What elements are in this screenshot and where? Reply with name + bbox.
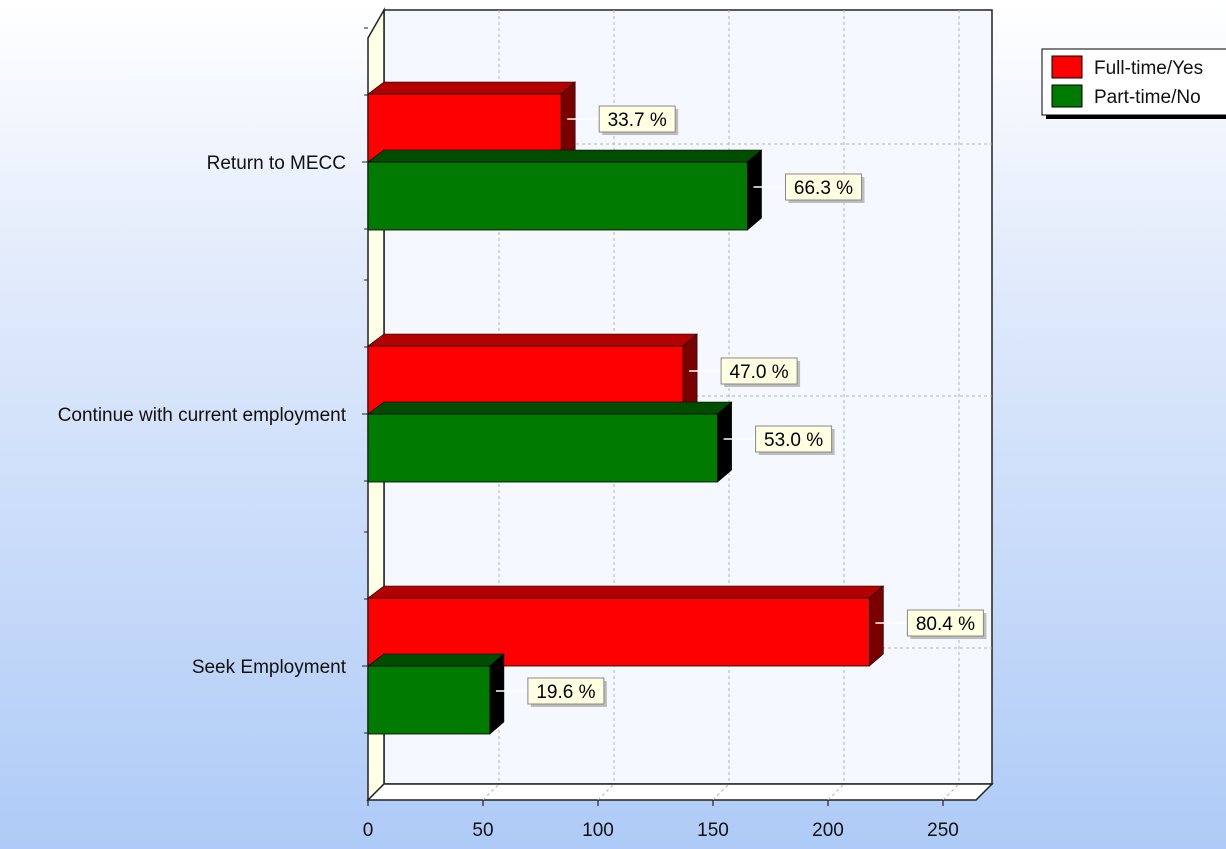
bar-side-0-2 (869, 585, 884, 667)
data-label-box-1-2 (527, 677, 605, 705)
category-label-0: Return to MECC (207, 153, 346, 174)
grid-floor-100 (597, 783, 615, 801)
bar-side-1-1 (717, 401, 732, 483)
legend-swatch-1 (1051, 84, 1083, 108)
x-tick-label-150: 150 (697, 820, 729, 841)
bar-top-1-1 (367, 401, 733, 415)
category-label-1: Continue with current employment (58, 405, 347, 426)
bar-top-1-2 (367, 653, 505, 667)
legend-label-0: Full-time/Yes (1094, 58, 1203, 79)
bar-top-0-1 (367, 333, 698, 347)
x-tick-label-0: 0 (363, 820, 374, 841)
bar-side-1-0 (747, 149, 762, 231)
x-tick-label-50: 50 (472, 820, 493, 841)
bar-1-2 (367, 665, 491, 735)
floor (366, 783, 994, 801)
bar-top-1-0 (367, 149, 763, 163)
data-label-0-0: 33.7 % (608, 110, 667, 131)
legend-label-1: Part-time/No (1094, 87, 1201, 108)
data-label-1-2: 19.6 % (536, 682, 595, 703)
data-label-box-1-0 (785, 173, 862, 201)
x-tick-label-250: 250 (927, 820, 959, 841)
data-label-box-1-1 (755, 425, 833, 453)
legend-swatch-0 (1051, 55, 1083, 79)
category-label-2: Seek Employment (192, 657, 347, 678)
data-label-box-0-1 (720, 357, 798, 385)
grid-floor-250 (942, 783, 960, 801)
data-label-box-0-2 (906, 609, 984, 637)
grid-floor-200 (827, 783, 845, 801)
bar-0-2 (367, 597, 870, 667)
x-tick-label-100: 100 (582, 820, 614, 841)
grid-floor-150 (712, 783, 730, 801)
data-label-0-1: 47.0 % (730, 362, 789, 383)
x-tick-label-200: 200 (812, 820, 844, 841)
data-label-1-0: 66.3 % (794, 178, 853, 199)
bar-top-0-2 (367, 585, 885, 599)
data-label-1-1: 53.0 % (764, 430, 823, 451)
bar-1-0 (367, 161, 748, 231)
bar-side-1-2 (489, 653, 505, 735)
data-label-box-0-0 (598, 105, 676, 133)
grid-floor-50 (482, 783, 500, 801)
bar-top-0-0 (367, 81, 577, 95)
bar-1-1 (367, 413, 719, 483)
data-label-0-2: 80.4 % (916, 614, 975, 635)
